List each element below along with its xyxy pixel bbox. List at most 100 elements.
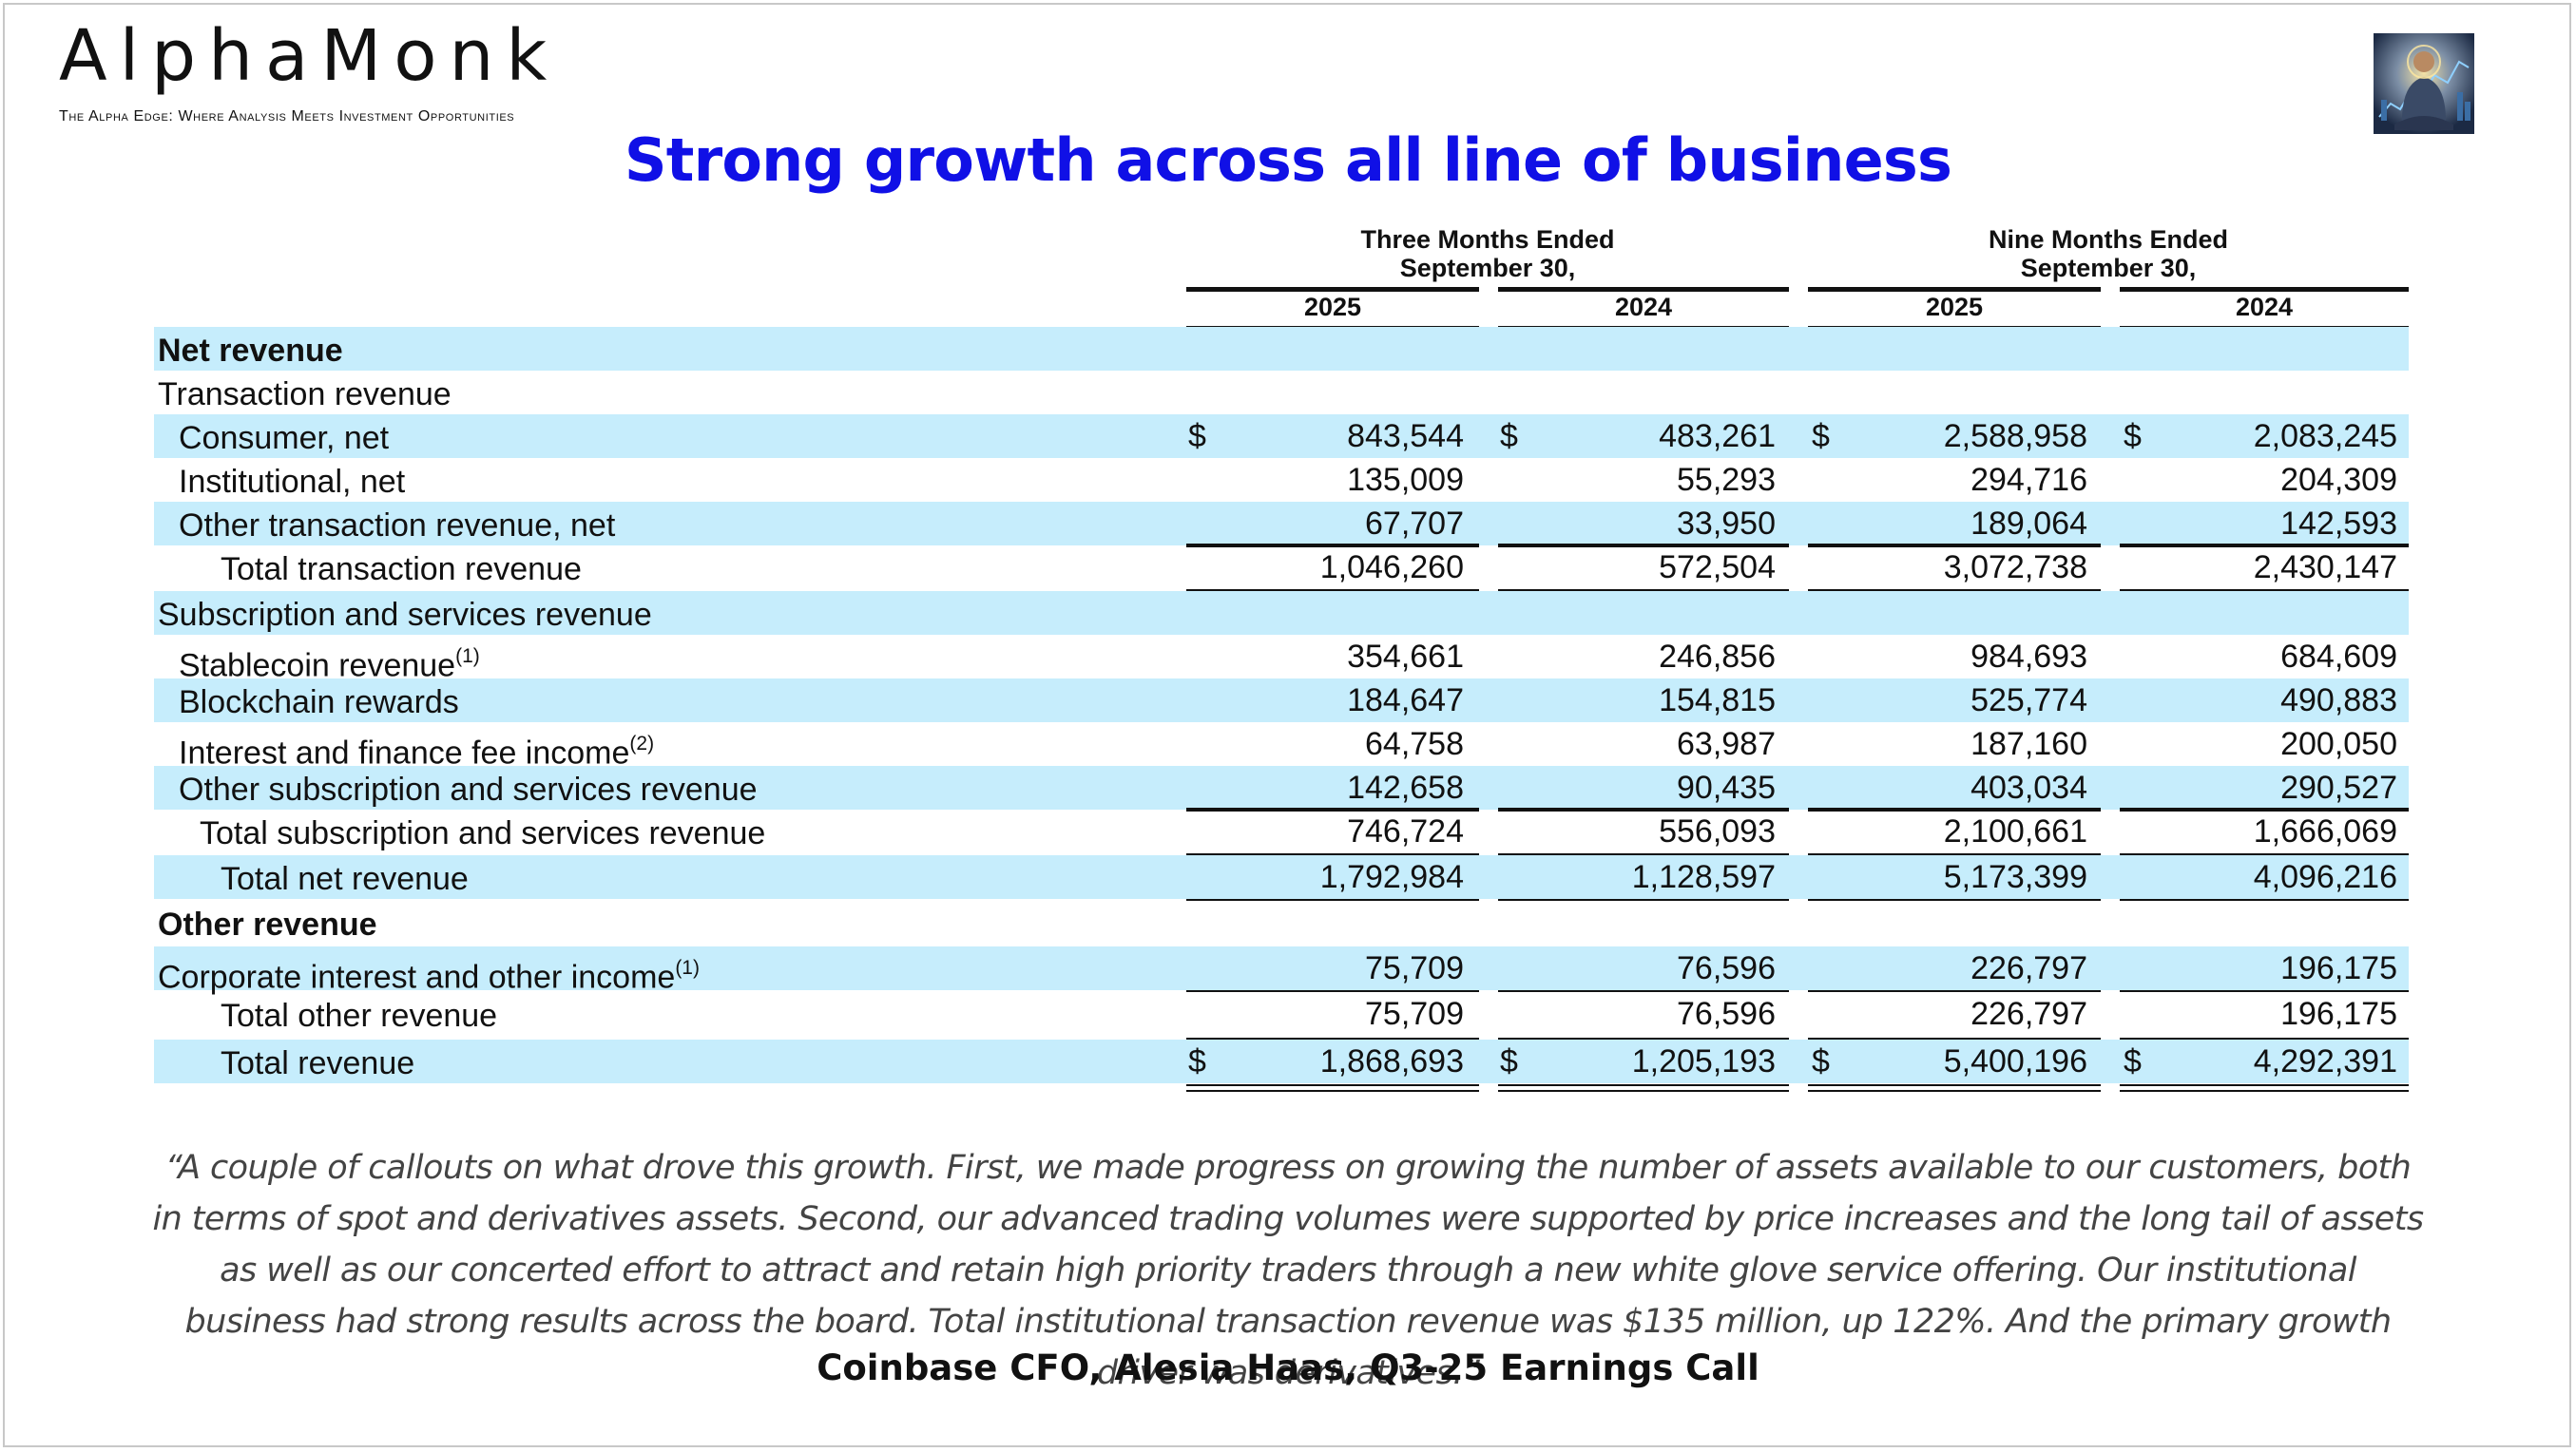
year-header: 2025 xyxy=(1925,293,1984,321)
value-cell: 4,096,216 xyxy=(2253,859,2397,895)
value-cell: 75,709 xyxy=(1365,996,1464,1032)
currency-symbol: $ xyxy=(2124,1043,2142,1079)
table-row: Total revenue $1,868,693 $1,205,193 $5,400,… xyxy=(154,1040,2409,1083)
value-cell: 1,868,693 xyxy=(1319,1043,1464,1079)
value-cell: 354,661 xyxy=(1347,639,1464,675)
value-cell: 135,009 xyxy=(1347,462,1464,498)
table-row: Institutional, net 135,009 55,293 294,716 20… xyxy=(154,458,2409,502)
brand-tagline: The Alpha Edge: Where Analysis Meets Inv… xyxy=(59,108,515,124)
table-row: Blockchain rewards 184,647 154,815 525,774 4… xyxy=(154,678,2409,722)
value-cell: 2,430,147 xyxy=(2253,549,2397,585)
currency-symbol: $ xyxy=(1188,418,1206,454)
value-cell: 403,034 xyxy=(1970,770,2087,806)
row-label-text: Net revenue xyxy=(158,333,343,369)
value-cell: 572,504 xyxy=(1659,549,1776,585)
value-cell: 4,292,391 xyxy=(2253,1043,2397,1079)
underline-rule xyxy=(1498,853,1789,855)
value-cell: 1,128,597 xyxy=(1631,859,1776,895)
value-cell: 5,173,399 xyxy=(1943,859,2087,895)
footnote-marker: (1) xyxy=(455,645,480,667)
value-cell: 2,588,958 xyxy=(1943,418,2087,454)
row-label-text: Subscription and services revenue xyxy=(158,597,652,633)
year-header: 2024 xyxy=(2235,293,2294,321)
row-label-text: Other subscription and services revenue xyxy=(179,772,758,808)
value-cell: 246,856 xyxy=(1659,639,1776,675)
underline-rule xyxy=(2120,990,2409,992)
underline-rule xyxy=(2120,808,2409,812)
year-header: 2025 xyxy=(1303,293,1362,321)
underline-rule xyxy=(1498,808,1789,812)
table-row: Other subscription and services revenue 1… xyxy=(154,766,2409,810)
value-cell: 75,709 xyxy=(1365,950,1464,986)
row-label-text: Total transaction revenue xyxy=(221,551,582,587)
value-cell: 90,435 xyxy=(1677,770,1776,806)
value-cell: 154,815 xyxy=(1659,682,1776,718)
value-cell: 290,527 xyxy=(2280,770,2397,806)
underline-rule xyxy=(1186,1090,1479,1092)
currency-symbol: $ xyxy=(1812,418,1830,454)
value-cell: 483,261 xyxy=(1659,418,1776,454)
value-cell: 226,797 xyxy=(1970,950,2087,986)
value-cell: 196,175 xyxy=(2280,950,2397,986)
underline-rule xyxy=(1498,544,1789,547)
value-cell: 525,774 xyxy=(1970,682,2087,718)
underline-rule xyxy=(1186,1084,1479,1086)
row-label-text: Blockchain rewards xyxy=(179,684,459,720)
row-label-text: Transaction revenue xyxy=(158,376,452,412)
underline-rule xyxy=(1808,990,2101,992)
year-header: 2024 xyxy=(1614,293,1673,321)
row-label: Corporate interest and other income(1) xyxy=(158,946,700,995)
period-header-line1: Three Months Ended xyxy=(1360,225,1615,254)
cfo-quote: “A couple of callouts on what drove this… xyxy=(152,1149,2425,1392)
nine-months-header: Nine Months Ended September 30, xyxy=(1808,225,2409,282)
underline-rule xyxy=(1186,808,1479,812)
row-label-text: Total net revenue xyxy=(221,861,469,897)
period-header-line2: September 30, xyxy=(1399,254,1576,282)
value-cell: 189,064 xyxy=(1970,506,2087,542)
underline-rule xyxy=(1808,1038,2101,1040)
meditating-monk-logo-icon xyxy=(2374,33,2474,134)
table-row: Net revenue xyxy=(154,327,2409,371)
period-header-line1: Nine Months Ended xyxy=(1989,225,2228,254)
currency-symbol: $ xyxy=(1500,418,1518,454)
underline-rule xyxy=(1498,990,1789,992)
value-cell: 187,160 xyxy=(1970,726,2087,762)
underline-rule xyxy=(1498,1084,1789,1086)
underline-rule xyxy=(2120,1090,2409,1092)
row-label: Other transaction revenue, net xyxy=(179,502,615,545)
row-label-text: Total revenue xyxy=(221,1045,415,1081)
value-cell: 746,724 xyxy=(1347,813,1464,850)
period-header-line2: September 30, xyxy=(2020,254,2197,282)
row-label: Total subscription and services revenue xyxy=(200,810,765,853)
underline-rule xyxy=(1808,1090,2101,1092)
row-label: Total other revenue xyxy=(221,992,497,1036)
value-cell: 204,309 xyxy=(2280,462,2397,498)
value-cell: 200,050 xyxy=(2280,726,2397,762)
underline-rule xyxy=(2120,853,2409,855)
row-label: Other subscription and services revenue xyxy=(179,766,758,810)
underline-rule xyxy=(1186,899,1479,901)
row-label-text: Corporate interest and other income xyxy=(158,959,676,996)
table-row: Total other revenue 75,709 76,596 226,797 19… xyxy=(154,992,2409,1036)
header-rule xyxy=(1808,287,2101,292)
value-cell: 142,658 xyxy=(1347,770,1464,806)
value-cell: 556,093 xyxy=(1659,813,1776,850)
row-label: Consumer, net xyxy=(179,414,389,458)
footnote-marker: (1) xyxy=(675,957,700,979)
table-row: Corporate interest and other income(1) 75… xyxy=(154,946,2409,995)
value-cell: 984,693 xyxy=(1970,639,2087,675)
underline-rule xyxy=(2120,544,2409,547)
value-cell: 684,609 xyxy=(2280,639,2397,675)
row-label-text: Consumer, net xyxy=(179,420,390,456)
value-cell: 1,046,260 xyxy=(1319,549,1464,585)
row-label-text: Other revenue xyxy=(158,907,377,943)
row-label: Net revenue xyxy=(158,327,343,371)
table-row: Other transaction revenue, net 67,707 33,9… xyxy=(154,502,2409,545)
value-cell: 490,883 xyxy=(2280,682,2397,718)
row-label-text: Stablecoin revenue xyxy=(179,647,456,684)
table-row: Stablecoin revenue(1) 354,661 246,856 984,6… xyxy=(154,635,2409,683)
row-label: Stablecoin revenue(1) xyxy=(179,635,480,683)
table-row: Interest and finance fee income(2) 64,758… xyxy=(154,722,2409,771)
value-cell: 5,400,196 xyxy=(1943,1043,2087,1079)
brand-block: AlphaMonk The Alpha Edge: Where Analysis… xyxy=(59,21,559,125)
